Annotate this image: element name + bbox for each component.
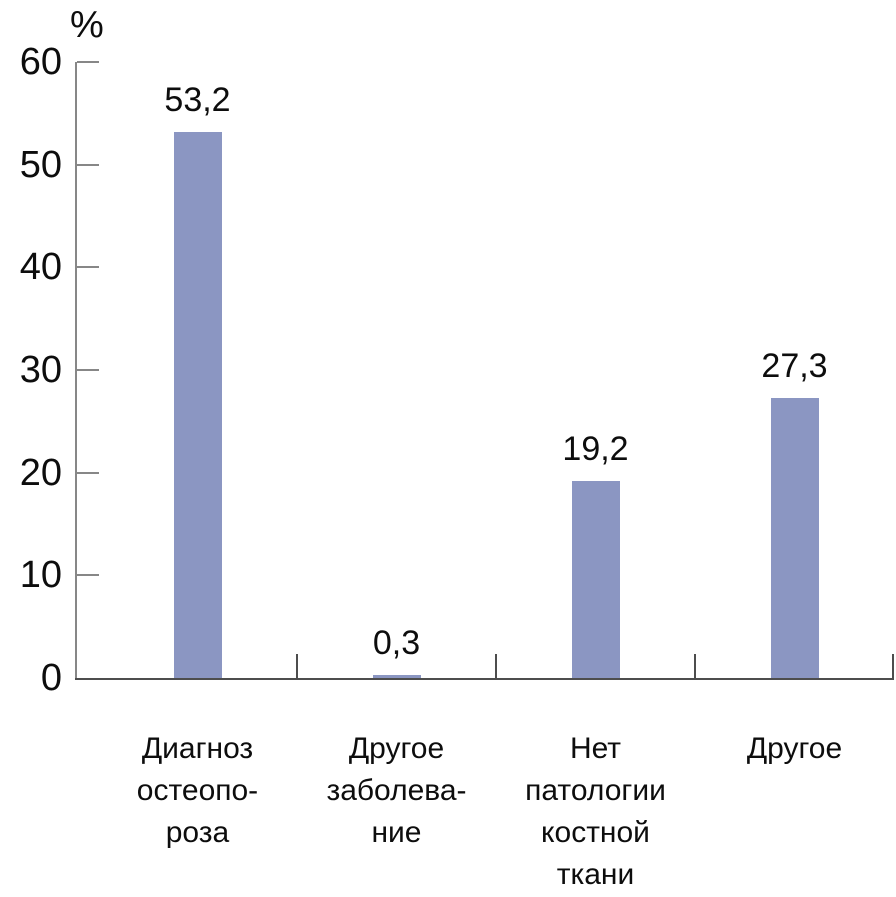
y-axis-tick — [77, 369, 99, 371]
category-label-line: Нет — [569, 732, 622, 765]
category-label-line: ние — [371, 816, 422, 849]
bar — [372, 674, 421, 678]
y-tick-label: 20 — [19, 451, 62, 494]
x-axis-tick — [296, 654, 298, 678]
category-label: Другое заболева-ние — [287, 728, 506, 854]
x-axis-tick — [694, 654, 696, 678]
x-axis-line — [75, 678, 894, 680]
category-label-line: патологии — [525, 774, 666, 807]
bar-value-label: 0,3 — [372, 623, 421, 662]
y-tick-label: 10 — [19, 554, 62, 597]
x-axis-tick — [892, 654, 894, 678]
y-axis-unit-label: % — [70, 4, 104, 46]
y-axis-tick — [77, 574, 99, 577]
y-tick-label: 40 — [19, 246, 62, 289]
category-label-line: Другое — [746, 732, 843, 765]
category-label: Диагноз остеопо-роза — [88, 728, 307, 854]
bar — [571, 480, 620, 678]
y-axis-tick — [77, 266, 99, 269]
category-label-line: костной — [541, 816, 650, 849]
category-label-line: заболева- — [326, 774, 467, 807]
bar-value-label: 53,2 — [164, 80, 231, 119]
bar-value-label: 19,2 — [562, 429, 629, 468]
category-label-line: роза — [165, 816, 230, 849]
category-label-line: остеопо- — [136, 774, 259, 807]
category-label: Другое — [685, 728, 896, 770]
x-axis-tick — [495, 654, 497, 678]
y-axis-tick — [77, 163, 99, 166]
y-axis-tick — [77, 471, 99, 474]
category-label-line: ткани — [556, 858, 635, 891]
category-label-line: Другое — [348, 732, 445, 765]
bar — [173, 131, 222, 678]
bar — [770, 397, 819, 678]
y-tick-label: 60 — [19, 41, 62, 83]
category-label: Нет патологии костной ткани — [486, 728, 705, 896]
y-axis-tick — [77, 61, 99, 63]
y-tick-label: 30 — [19, 349, 62, 391]
y-tick-label: 0 — [40, 657, 62, 699]
category-label-line: Диагноз — [141, 732, 254, 765]
y-axis-line — [75, 62, 77, 678]
y-tick-label: 50 — [19, 143, 62, 186]
bar-value-label: 27,3 — [761, 346, 828, 385]
